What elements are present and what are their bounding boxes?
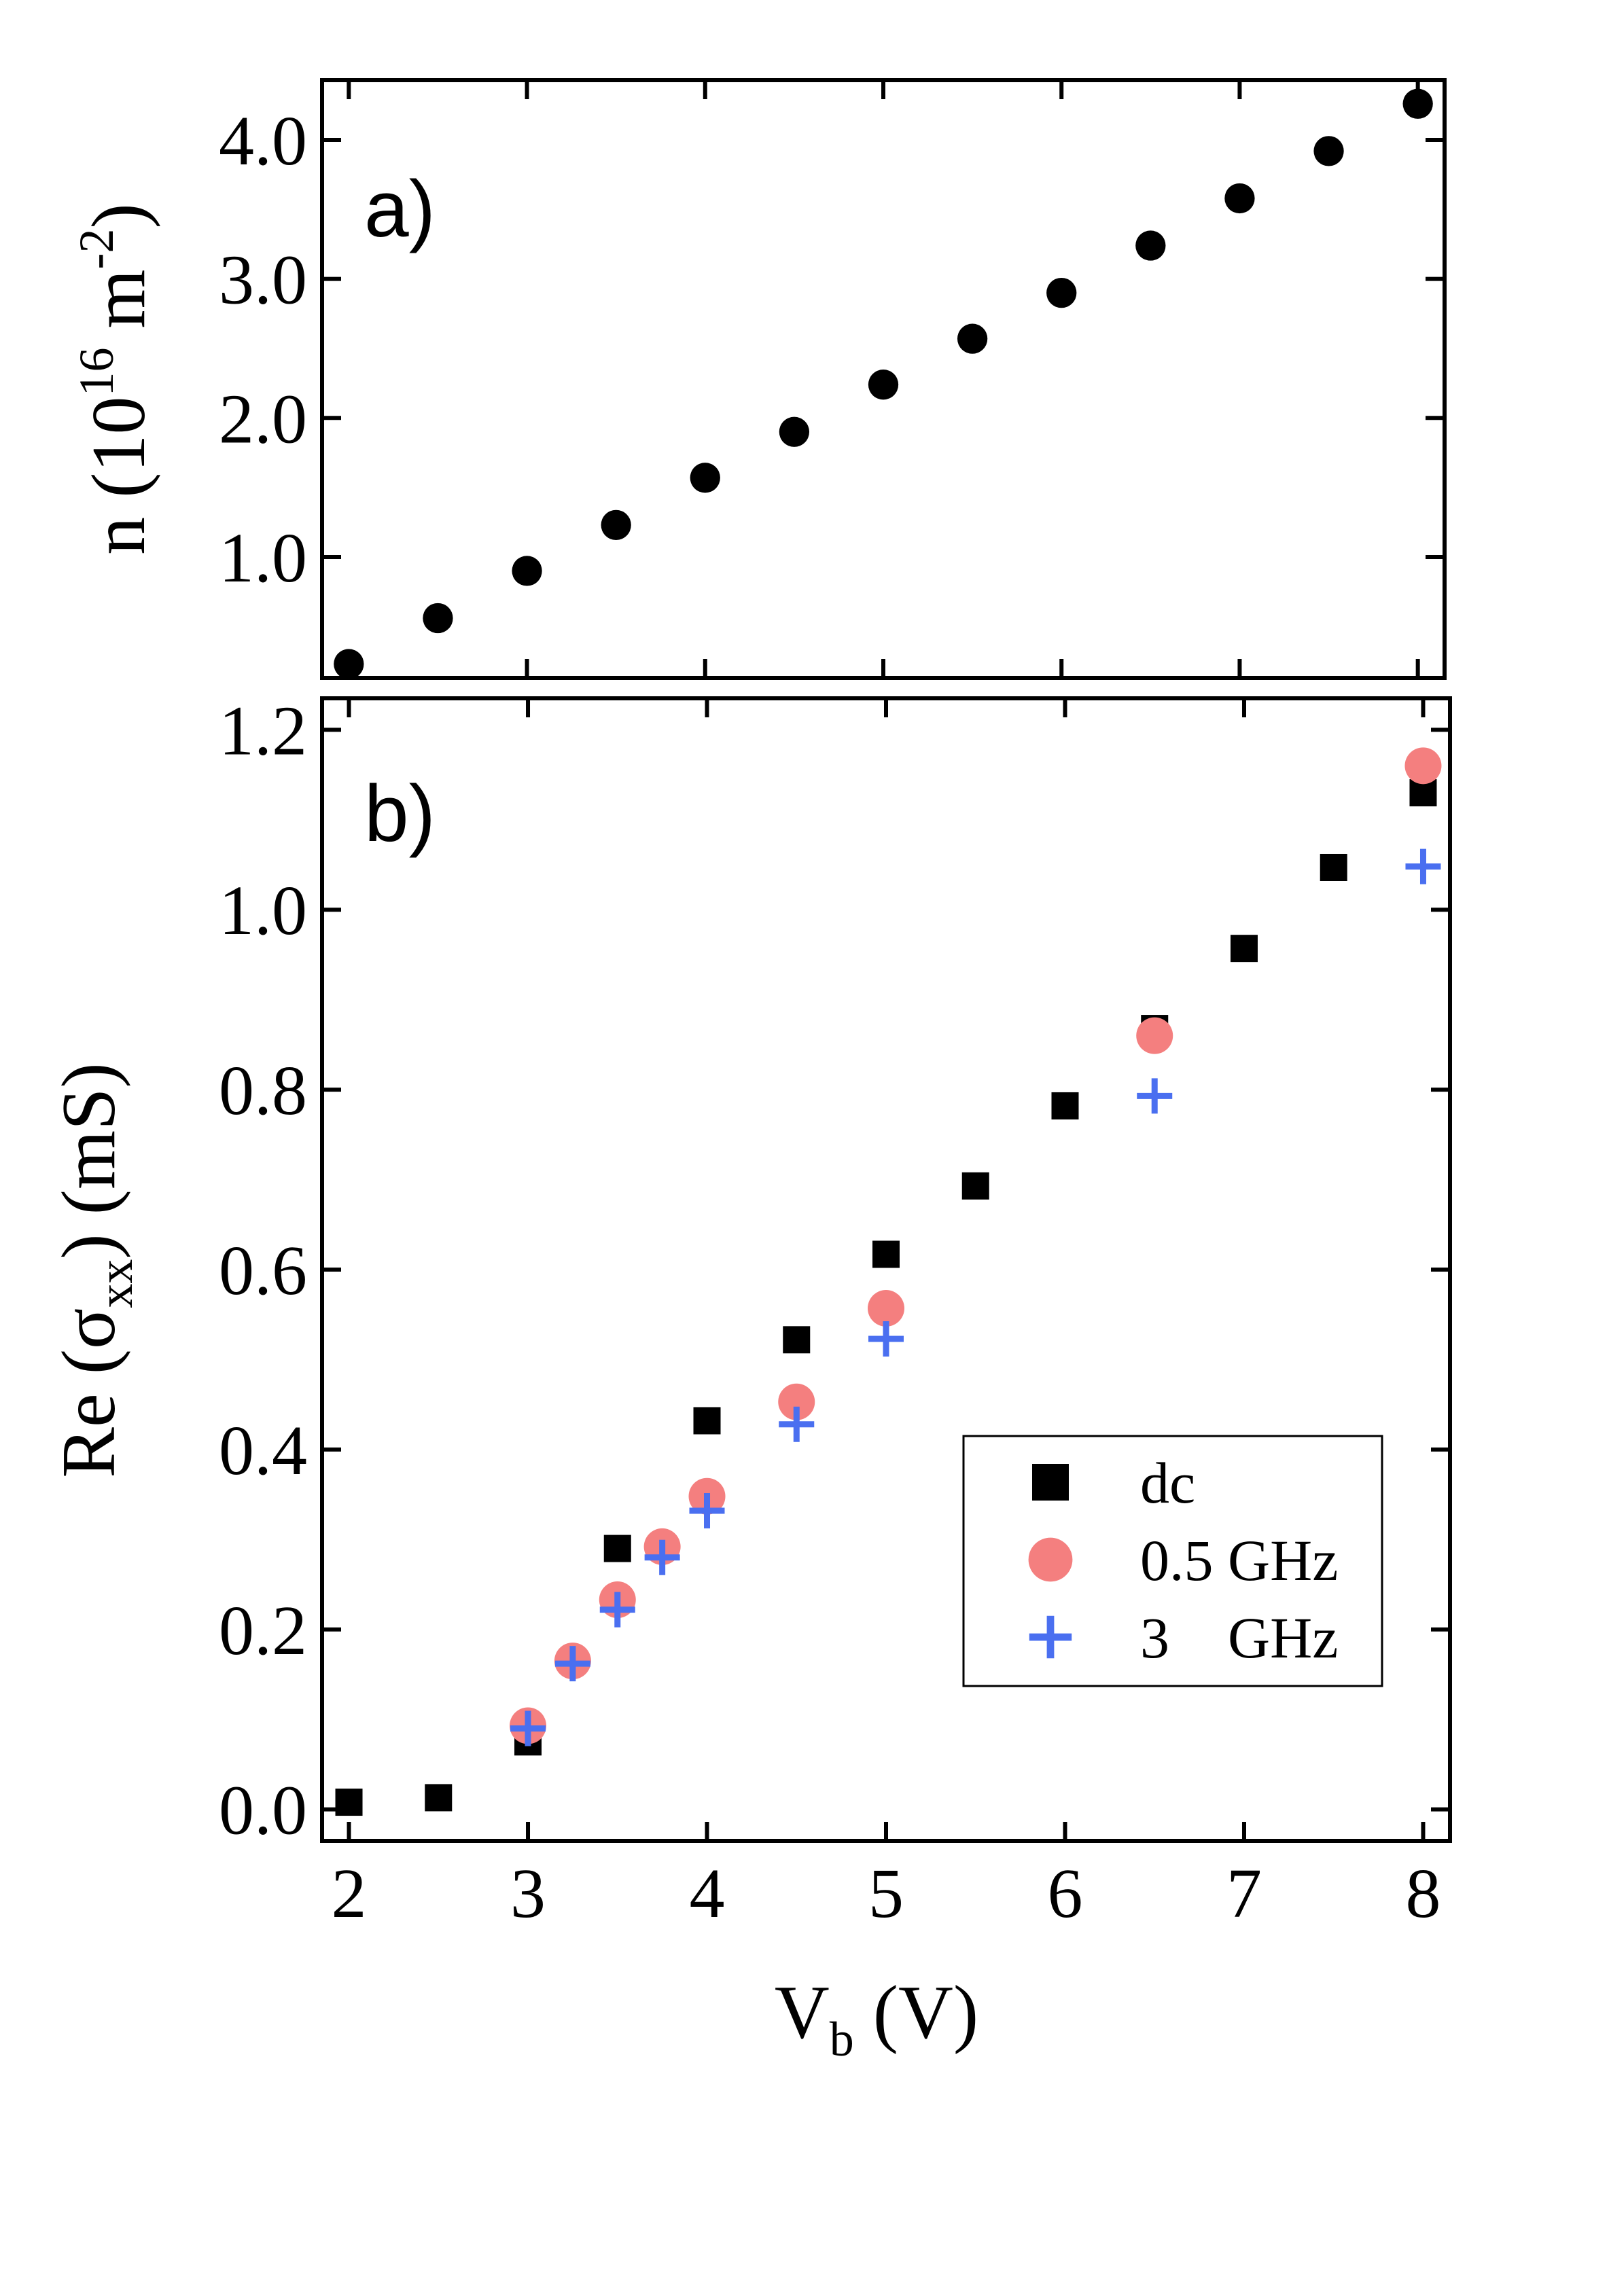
panel-a-ytick-label: 4.0 xyxy=(219,102,307,180)
panel-b-ylabel-close: ) (mS) xyxy=(47,1062,131,1259)
panel-a-ylabel: n (1016 m-2) xyxy=(69,203,161,555)
panel-b-xtick-label: 4 xyxy=(690,1854,725,1933)
panel-b-ticks xyxy=(322,698,1450,1841)
panel-a-point-n xyxy=(957,323,988,354)
panel-b-tick-labels: 0.0 0.2 0.4 0.6 0.8 1.0 1.2 2 3 4 5 6 7 8 xyxy=(219,692,1440,1933)
panel-b-point-dc xyxy=(335,1789,363,1816)
panel-b-xtick-label: 3 xyxy=(510,1854,546,1933)
panel-b-xtick-label: 5 xyxy=(868,1854,904,1933)
legend-label-half-ghz: 0.5 GHz xyxy=(1140,1528,1338,1593)
panel-b-point-dc xyxy=(1320,853,1347,881)
panel-b-xtick-label: 8 xyxy=(1405,1854,1440,1933)
panel-b-point-3-ghz xyxy=(510,1710,546,1746)
legend-label-dc: dc xyxy=(1140,1450,1195,1515)
legend-markers xyxy=(1028,1464,1073,1659)
panel-a-point-n xyxy=(334,649,364,679)
panel-b-xtick-label: 6 xyxy=(1047,1854,1082,1933)
panel-b-point-3-ghz xyxy=(644,1539,680,1575)
panel-b-point-dc xyxy=(961,1172,989,1200)
panel-a: 1.0 2.0 3.0 4.0 a) n (1016 m-2) xyxy=(69,78,1447,680)
panel-b-point-3-ghz xyxy=(1137,1078,1173,1114)
panel-a-point-n xyxy=(512,556,542,586)
panel-b-xlabel-base: V xyxy=(775,1971,830,2055)
panel-a-point-n xyxy=(601,509,631,541)
panel-a-point-n xyxy=(1224,183,1255,214)
panel-a-ytick-labels: 1.0 2.0 3.0 4.0 xyxy=(219,102,307,597)
panel-a-ytick-label: 3.0 xyxy=(219,241,307,319)
panel-b-ytick-label: 0.4 xyxy=(219,1412,307,1490)
panel-a-ytick-label: 2.0 xyxy=(219,380,307,458)
legend-marker-plus xyxy=(1029,1615,1072,1659)
panel-a-points xyxy=(334,88,1433,679)
panel-b-point-3-ghz xyxy=(554,1646,590,1682)
panel-b-point-dc xyxy=(872,1240,900,1268)
legend: dc 0.5 GHz 3 GHz xyxy=(962,1435,1383,1687)
panel-a-point-n xyxy=(1402,88,1433,119)
panel-b-xtick-label: 7 xyxy=(1226,1854,1262,1933)
panel-a-ylabel-unit: m xyxy=(77,269,161,347)
panel-a-point-n xyxy=(1313,136,1344,166)
panel-a-ylabel-unit-exp: -2 xyxy=(69,228,124,269)
panel-b-xlabel-sub: b xyxy=(830,2012,854,2066)
panel-b-point-dc xyxy=(1230,935,1258,963)
panel-a-ytick-label: 1.0 xyxy=(219,519,307,597)
panel-b-ytick-label: 0.2 xyxy=(219,1592,307,1670)
panel-a-point-n xyxy=(779,416,810,447)
panel-a-point-n xyxy=(1135,230,1166,261)
panel-b-ytick-label: 0.8 xyxy=(219,1052,307,1130)
panel-b-point-dc xyxy=(603,1535,631,1562)
panel-b-ytick-label: 0.6 xyxy=(219,1232,307,1310)
panel-b-point-dc xyxy=(425,1784,453,1812)
panel-b-ylabel-base: Re (σ xyxy=(47,1308,131,1478)
panel-b-xlabel-close: (V) xyxy=(854,1971,978,2055)
panel-b-point-3-ghz xyxy=(689,1492,725,1528)
panel-a-label: a) xyxy=(364,164,436,254)
panel-b-point-dc xyxy=(693,1407,721,1435)
panel-b-label: b) xyxy=(364,769,436,859)
panel-b-ylabel-sub: xx xyxy=(88,1259,143,1308)
panel-b-point-0-5-ghz xyxy=(1404,747,1442,785)
panel-a-point-n xyxy=(423,603,453,634)
panel-a-ylabel-exp: 16 xyxy=(69,348,124,397)
legend-marker-circle xyxy=(1028,1537,1073,1582)
panel-a-point-n xyxy=(1046,277,1077,308)
panel-b-ytick-label: 1.2 xyxy=(219,692,307,770)
legend-marker-square xyxy=(1032,1464,1069,1501)
panel-b-ylabel: Re (σxx) (mS) xyxy=(47,1062,143,1477)
panel-b-point-0-5-ghz xyxy=(868,1289,904,1327)
panel-b-point-3-ghz xyxy=(868,1321,904,1357)
panel-a-point-n xyxy=(868,370,899,400)
panel-b-points xyxy=(335,747,1442,1816)
panel-a-point-n xyxy=(690,463,720,493)
legend-label-three-ghz: 3 GHz xyxy=(1140,1605,1338,1670)
panel-b-point-0-5-ghz xyxy=(1136,1017,1173,1054)
panel-b-point-0-5-ghz xyxy=(778,1383,815,1420)
panel-b-point-dc xyxy=(1051,1092,1079,1119)
panel-b-point-3-ghz xyxy=(599,1592,635,1628)
panel-b-point-dc xyxy=(783,1326,811,1354)
panel-b-ytick-label: 1.0 xyxy=(219,872,307,950)
panel-b-point-3-ghz xyxy=(779,1406,815,1442)
panel-b: 0.0 0.2 0.4 0.6 0.8 1.0 1.2 2 3 4 5 6 7 8 b) Re (σxx)… xyxy=(47,692,1452,2066)
panel-b-point-3-ghz xyxy=(1405,848,1441,884)
panel-b-ytick-label: 0.0 xyxy=(219,1772,307,1850)
panel-a-ylabel-close: ) xyxy=(77,203,161,228)
panel-b-xlabel: Vb (V) xyxy=(775,1971,978,2066)
panel-b-xtick-label: 2 xyxy=(332,1854,367,1933)
panel-a-ylabel-base: n (10 xyxy=(77,397,161,555)
